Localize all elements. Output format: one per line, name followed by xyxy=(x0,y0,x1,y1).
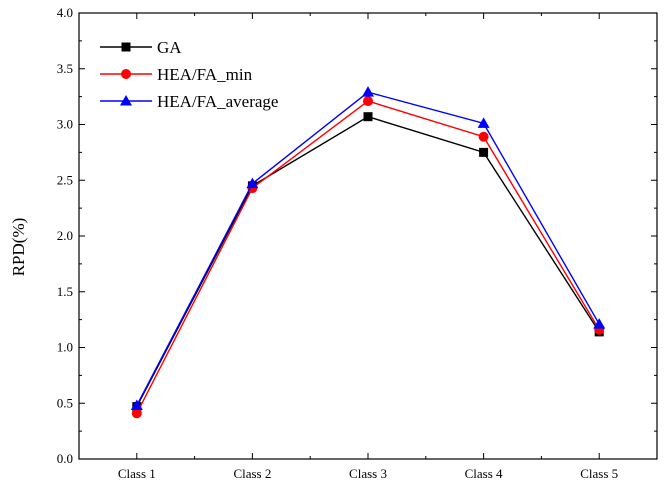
x-axis-ticks: Class 1 Class 2 Class 3 Class 4 Class 5 xyxy=(78,13,658,481)
y-tick-label: 1.5 xyxy=(57,284,73,299)
data-point-hea-fa-average xyxy=(246,177,259,189)
data-point-ga xyxy=(363,112,373,122)
data-point-hea-fa-min xyxy=(478,131,489,142)
legend-item: HEA/FA_min xyxy=(100,65,253,84)
y-axis-label: RPD(%) xyxy=(9,218,28,277)
x-tick-label: Class 3 xyxy=(349,466,387,481)
legend-item: HEA/FA_average xyxy=(100,92,278,111)
legend-item: GA xyxy=(100,38,182,57)
data-point-hea-fa-min xyxy=(363,96,373,107)
legend-marker xyxy=(120,95,132,106)
x-tick-label: Class 1 xyxy=(118,466,156,481)
legend-label: HEA/FA_min xyxy=(157,65,253,84)
y-tick-label: 1.0 xyxy=(57,340,73,355)
data-point-ga xyxy=(479,147,489,157)
data-point-hea-fa-min xyxy=(131,408,142,419)
series-line-hea-fa-min xyxy=(136,100,600,414)
y-tick-label: 0.0 xyxy=(57,451,73,466)
y-tick-label: 2.5 xyxy=(57,172,73,187)
legend-label: HEA/FA_average xyxy=(157,92,278,111)
legend-marker xyxy=(121,42,131,52)
series-ga xyxy=(132,112,604,412)
series-hea-fa-min xyxy=(131,96,605,419)
y-tick-label: 2.0 xyxy=(57,228,73,243)
y-tick-label: 3.5 xyxy=(57,61,73,76)
data-point-hea-fa-average xyxy=(362,86,374,97)
data-point-hea-fa-average xyxy=(130,399,143,410)
x-tick-label: Class 5 xyxy=(580,466,618,481)
x-tick-label: Class 2 xyxy=(233,466,271,481)
plot-area xyxy=(130,86,606,419)
data-point-hea-fa-average xyxy=(593,318,606,329)
legend-marker xyxy=(121,69,131,79)
data-point-hea-fa-average xyxy=(477,117,490,128)
y-tick-label: 3.0 xyxy=(57,117,73,132)
x-tick-label: Class 4 xyxy=(465,466,503,481)
y-tick-label: 0.5 xyxy=(57,395,73,410)
series-line-hea-fa-average xyxy=(136,91,600,406)
legend-label: GA xyxy=(157,38,182,57)
legend: GA HEA/FA_min HEA/FA_average xyxy=(100,38,278,111)
y-axis-ticks: 0.0 0.5 1.0 1.5 2.0 2.5 3.0 3.5 4.0 xyxy=(57,5,657,466)
y-tick-label: 4.0 xyxy=(57,5,73,20)
series-hea-fa-average xyxy=(130,86,606,410)
series-line-ga xyxy=(136,115,600,407)
